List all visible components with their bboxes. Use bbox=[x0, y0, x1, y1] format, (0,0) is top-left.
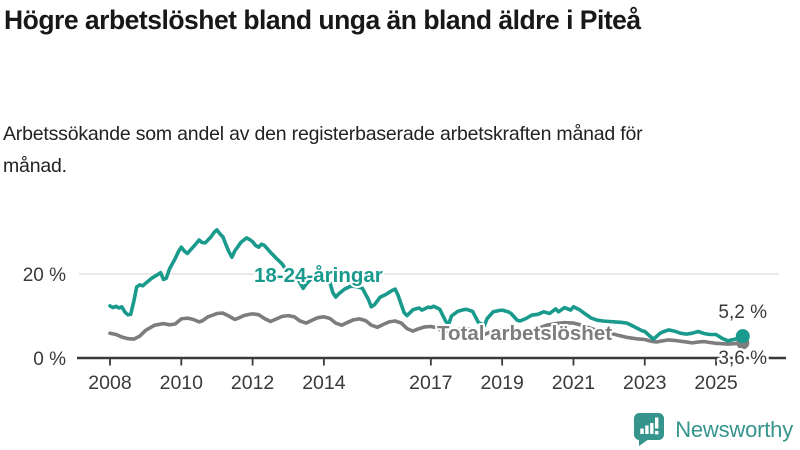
y-axis-label: 20 % bbox=[23, 265, 66, 286]
x-axis-tick-label: 2010 bbox=[160, 372, 204, 394]
series-label-total: Total arbetslöshet bbox=[437, 322, 612, 345]
x-axis-tick-label: 2025 bbox=[694, 372, 738, 394]
series-label-youth: 18-24-åringar bbox=[254, 264, 383, 287]
x-axis-tick-label: 2008 bbox=[88, 372, 131, 394]
x-axis-tick-label: 2019 bbox=[480, 372, 523, 394]
newsworthy-logo-text: Newsworthy bbox=[675, 416, 793, 442]
end-dot-youth bbox=[735, 329, 750, 344]
x-axis-tick-label: 2017 bbox=[409, 372, 452, 394]
newsworthy-logo: Newsworthy bbox=[632, 412, 793, 447]
series-line-youth bbox=[108, 228, 745, 343]
x-axis-tick-label: 2023 bbox=[623, 372, 666, 394]
end-value-label-total: 3,6 % bbox=[718, 348, 767, 369]
y-axis-label: 0 % bbox=[33, 349, 66, 370]
chart-title: Högre arbetslöshet bland unga än bland ä… bbox=[4, 5, 641, 35]
x-axis-tick-label: 2014 bbox=[302, 372, 346, 394]
chart-subtitle: Arbetssökande som andel av den registerb… bbox=[3, 123, 643, 177]
x-axis-tick-label: 2012 bbox=[231, 372, 274, 394]
series-line-total bbox=[108, 311, 745, 346]
end-value-label-youth: 5,2 % bbox=[718, 302, 767, 323]
newsworthy-logo-icon bbox=[634, 413, 665, 446]
x-axis-tick-label: 2021 bbox=[552, 372, 595, 394]
